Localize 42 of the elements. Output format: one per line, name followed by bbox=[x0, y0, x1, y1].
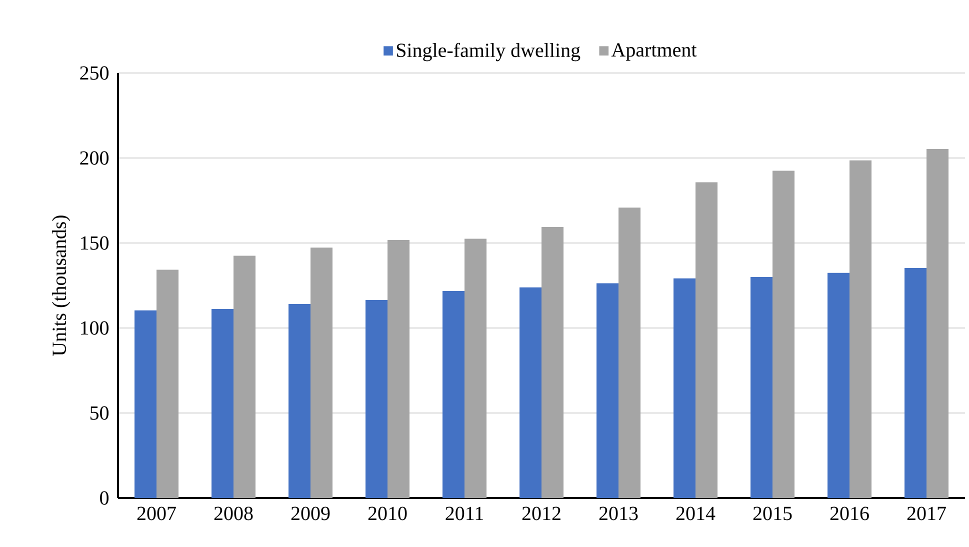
x-tick-label: 2010 bbox=[368, 506, 407, 520]
bar bbox=[156, 270, 179, 498]
legend-label: Apartment bbox=[611, 43, 697, 61]
bar bbox=[542, 227, 564, 498]
x-tick-label: 2013 bbox=[599, 506, 638, 520]
bar bbox=[904, 268, 927, 498]
x-tick-label: 2014 bbox=[676, 506, 716, 520]
y-tick-label: 50 bbox=[90, 406, 109, 420]
bar bbox=[234, 256, 256, 498]
bar bbox=[596, 283, 619, 498]
x-tick-label: 2017 bbox=[907, 506, 946, 520]
x-tick-label: 2011 bbox=[446, 506, 483, 520]
x-tick-label: 2008 bbox=[214, 506, 253, 520]
bar bbox=[520, 287, 542, 498]
bar bbox=[464, 238, 487, 498]
bar bbox=[310, 248, 333, 498]
y-tick-label: 0 bbox=[100, 491, 109, 505]
bar bbox=[750, 277, 773, 498]
y-tick-label: 100 bbox=[81, 321, 109, 335]
bar bbox=[388, 240, 410, 498]
bar bbox=[618, 208, 641, 498]
bar bbox=[828, 272, 850, 498]
bar bbox=[850, 160, 872, 498]
bar bbox=[696, 182, 718, 498]
bar bbox=[674, 278, 696, 498]
bar bbox=[212, 308, 234, 498]
bar bbox=[772, 170, 795, 498]
x-tick-label: 2015 bbox=[753, 506, 792, 520]
x-tick-label: 2016 bbox=[830, 506, 869, 520]
y-tick-label: 200 bbox=[80, 151, 109, 165]
y-tick-label: 150 bbox=[81, 236, 109, 250]
x-tick-label: 2007 bbox=[137, 506, 176, 520]
x-tick-label: 2012 bbox=[522, 506, 560, 520]
legend-label: Single-family dwelling bbox=[396, 42, 580, 62]
bar bbox=[926, 148, 949, 498]
y-axis-title: Units (thousands) bbox=[52, 216, 70, 356]
bar bbox=[134, 310, 157, 498]
y-tick-label: 250 bbox=[80, 66, 109, 80]
bar bbox=[442, 290, 465, 498]
bar bbox=[366, 300, 388, 498]
bar bbox=[288, 304, 311, 498]
x-tick-label: 2009 bbox=[291, 506, 330, 520]
